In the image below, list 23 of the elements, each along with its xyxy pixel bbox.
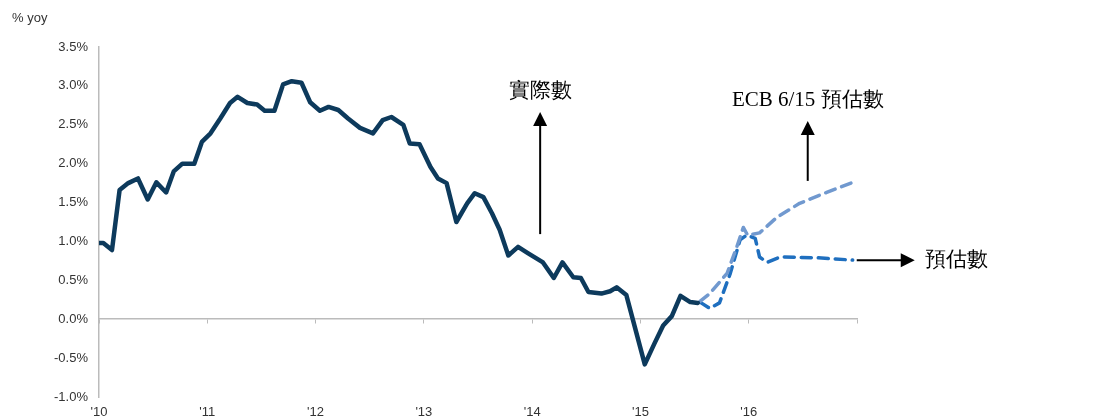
x-tick-label: '12 <box>307 404 325 416</box>
x-tick-label: '16 <box>740 404 758 416</box>
y-tick-label: -0.5% <box>54 349 89 365</box>
y-tick-label: 0.5% <box>58 271 89 287</box>
y-tick-label: -1.0% <box>54 388 89 404</box>
y-tick-label: 1.5% <box>58 194 89 210</box>
line-series <box>698 180 855 304</box>
annotation: ECB 6/15 預估數 <box>731 86 884 111</box>
x-tick-label: '10 <box>90 404 108 416</box>
x-tick-label: '15 <box>631 404 649 416</box>
y-tick-label: 0.0% <box>58 310 89 326</box>
y-tick-label: 3.5% <box>58 38 89 54</box>
annotation: 實際數 <box>508 78 572 103</box>
line-series <box>698 233 855 311</box>
y-tick-label: 2.5% <box>58 116 89 132</box>
y-tick-label: 3.0% <box>58 77 89 93</box>
y-tick-label: 1.0% <box>58 233 89 249</box>
text: 預估數 <box>924 246 988 271</box>
y-tick-label: 2.0% <box>58 155 89 171</box>
x-tick-label: '13 <box>415 404 433 416</box>
x-tick-label: '14 <box>523 404 541 416</box>
x-tick-label: '11 <box>199 404 216 416</box>
y-axis-title: % yoy <box>12 9 48 25</box>
